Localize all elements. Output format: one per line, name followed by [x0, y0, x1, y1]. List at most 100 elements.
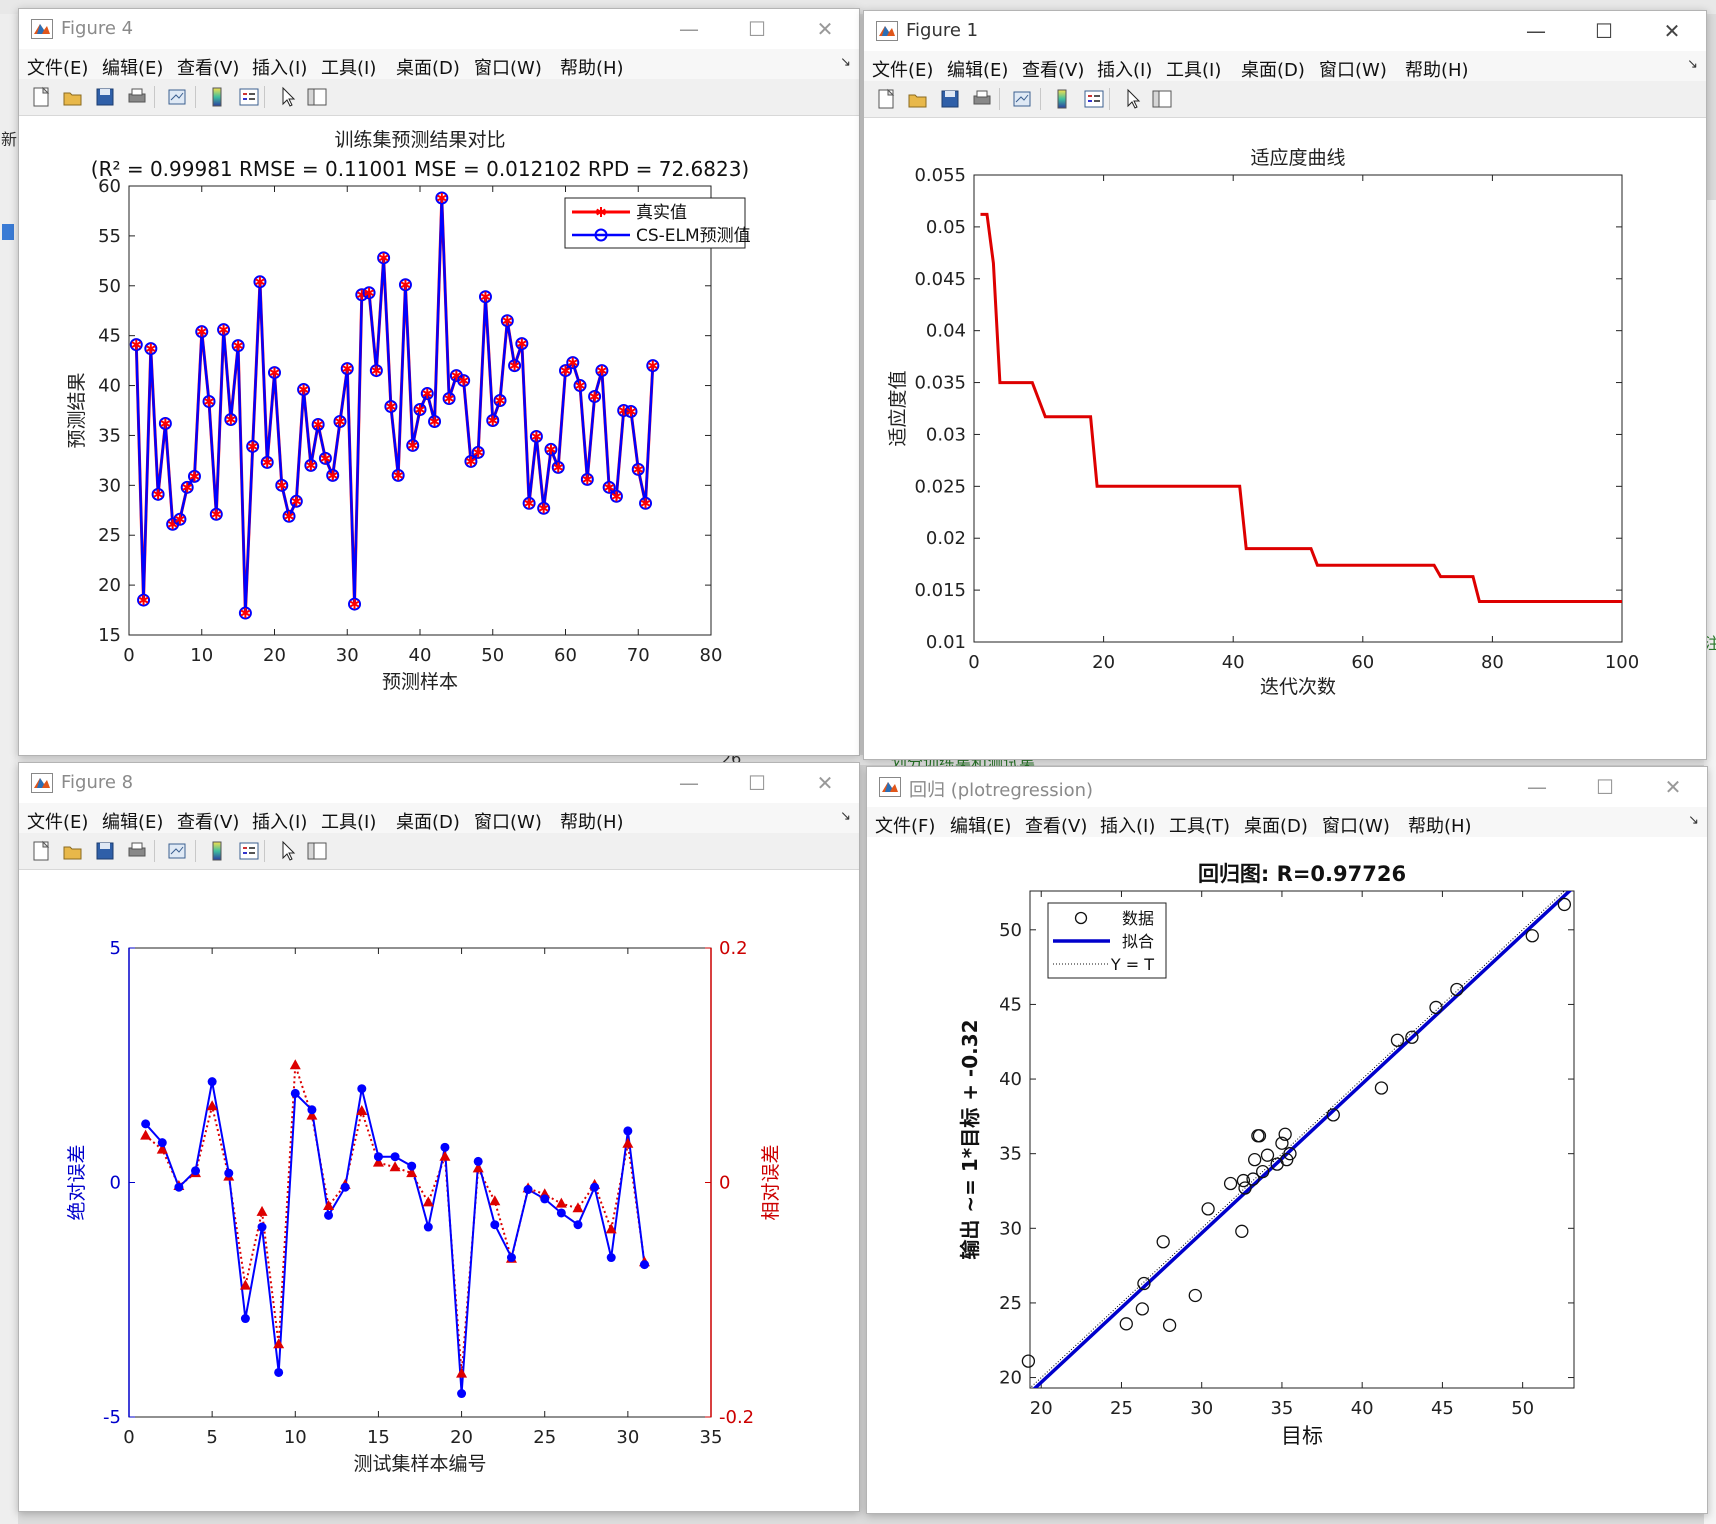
absolute-error-point	[623, 1126, 633, 1136]
close-button[interactable]: ✕	[816, 771, 834, 795]
menu-edit[interactable]: 编辑(E)	[950, 816, 1012, 837]
open-file-icon[interactable]	[61, 85, 85, 109]
menu-insert[interactable]: 插入(I)	[1097, 60, 1153, 81]
star-marker	[204, 396, 214, 407]
legend-icon[interactable]	[237, 839, 261, 863]
star-marker	[378, 252, 389, 263]
star-marker	[291, 496, 302, 507]
colorbar-icon[interactable]	[1050, 87, 1074, 111]
new-figure-icon[interactable]	[874, 87, 898, 111]
menu-edit[interactable]: 编辑(E)	[102, 58, 164, 79]
predicted-point	[289, 494, 303, 508]
property-inspector-icon[interactable]	[305, 839, 329, 863]
menu-insert[interactable]: 插入(I)	[252, 58, 308, 79]
x-tick-label: 60	[554, 645, 577, 666]
pointer-icon[interactable]	[275, 85, 299, 109]
colorbar-icon[interactable]	[205, 85, 229, 109]
link-plot-icon[interactable]	[1010, 87, 1034, 111]
menu-file[interactable]: 文件(F)	[875, 816, 936, 837]
minimize-button[interactable]: —	[1526, 19, 1546, 43]
link-plot-icon[interactable]	[165, 839, 189, 863]
menu-insert[interactable]: 插入(I)	[1100, 816, 1156, 837]
menu-file[interactable]: 文件(E)	[872, 60, 934, 81]
dock-arrow-icon[interactable]: ↘	[840, 55, 851, 70]
menu-tools[interactable]: 工具(I)	[321, 812, 377, 833]
minimize-button[interactable]: —	[679, 771, 699, 795]
open-file-icon[interactable]	[61, 839, 85, 863]
dock-arrow-icon[interactable]: ↘	[840, 809, 851, 824]
maximize-button[interactable]: ☐	[748, 771, 766, 795]
menubar: 文件(E) 编辑(E) 查看(V) 插入(I) 工具(I) 桌面(D) 窗口(W) 帮助(H)…	[19, 803, 859, 833]
link-plot-icon[interactable]	[165, 85, 189, 109]
menu-file[interactable]: 文件(E)	[27, 58, 89, 79]
data-point	[1188, 1288, 1202, 1303]
close-button[interactable]: ✕	[1663, 19, 1681, 43]
menu-edit[interactable]: 编辑(E)	[102, 812, 164, 833]
property-inspector-icon[interactable]	[1150, 87, 1174, 111]
menu-insert[interactable]: 插入(I)	[252, 812, 308, 833]
new-figure-icon[interactable]	[29, 85, 53, 109]
maximize-button[interactable]: ☐	[1595, 19, 1613, 43]
property-inspector-icon[interactable]	[305, 85, 329, 109]
menu-desktop[interactable]: 桌面(D)	[396, 812, 460, 833]
y-tick-label: 55	[98, 226, 121, 247]
legend-icon[interactable]	[237, 85, 261, 109]
menu-view[interactable]: 查看(V)	[1025, 816, 1088, 837]
star-marker	[393, 470, 403, 481]
menu-window[interactable]: 窗口(W)	[474, 58, 542, 79]
maximize-button[interactable]: ☐	[1596, 775, 1614, 799]
menu-view[interactable]: 查看(V)	[177, 58, 240, 79]
toolbar	[19, 833, 859, 870]
menu-desktop[interactable]: 桌面(D)	[1244, 816, 1308, 837]
menu-tools[interactable]: 工具(I)	[1166, 60, 1222, 81]
menu-edit[interactable]: 编辑(E)	[947, 60, 1009, 81]
print-icon[interactable]	[125, 839, 149, 863]
menu-help[interactable]: 帮助(H)	[560, 58, 624, 79]
print-icon[interactable]	[125, 85, 149, 109]
open-file-icon[interactable]	[906, 87, 930, 111]
star-marker	[306, 460, 316, 471]
save-icon[interactable]	[93, 85, 117, 109]
toolbar	[864, 81, 1706, 118]
save-icon[interactable]	[938, 87, 962, 111]
dock-arrow-icon[interactable]: ↘	[1688, 813, 1699, 828]
menu-tools[interactable]: 工具(T)	[1169, 816, 1231, 837]
menu-help[interactable]: 帮助(H)	[560, 812, 624, 833]
menu-window[interactable]: 窗口(W)	[1319, 60, 1387, 81]
menu-view[interactable]: 查看(V)	[177, 812, 240, 833]
toolbar-separator	[1040, 88, 1041, 110]
legend-icon[interactable]	[1082, 87, 1106, 111]
menu-help[interactable]: 帮助(H)	[1405, 60, 1469, 81]
legend-label: CS-ELM预测值	[636, 226, 751, 246]
menu-tools[interactable]: 工具(I)	[321, 58, 377, 79]
save-icon[interactable]	[93, 839, 117, 863]
menu-desktop[interactable]: 桌面(D)	[1241, 60, 1305, 81]
new-figure-icon[interactable]	[29, 839, 53, 863]
menu-window[interactable]: 窗口(W)	[474, 812, 542, 833]
print-icon[interactable]	[970, 87, 994, 111]
minimize-button[interactable]: —	[679, 17, 699, 41]
menu-help[interactable]: 帮助(H)	[1408, 816, 1472, 837]
predicted-point	[413, 403, 427, 417]
dock-arrow-icon[interactable]: ↘	[1687, 57, 1698, 72]
close-button[interactable]: ✕	[1664, 775, 1682, 799]
pointer-icon[interactable]	[1120, 87, 1144, 111]
menu-view[interactable]: 查看(V)	[1022, 60, 1085, 81]
close-button[interactable]: ✕	[816, 17, 834, 41]
pointer-icon[interactable]	[275, 839, 299, 863]
menu-desktop[interactable]: 桌面(D)	[396, 58, 460, 79]
figure-canvas: 20 25 30 35 40 45 50 20 25 30 35 40 45 50 回归图: R=0.977…	[867, 839, 1707, 1513]
menu-file[interactable]: 文件(E)	[27, 812, 89, 833]
maximize-button[interactable]: ☐	[748, 17, 766, 41]
minimize-button[interactable]: —	[1527, 775, 1547, 799]
star-marker	[400, 279, 411, 290]
relative-error-point	[406, 1167, 418, 1178]
star-marker	[604, 482, 614, 493]
relative-error-point	[372, 1156, 384, 1167]
chart-fitness-curve: 0 20 40 60 80 100 0.01 0.015 0.02 0.025 0.03 0.035 0…	[887, 147, 1639, 698]
figure-canvas: 0 10 20 30 40 50 60 70 80 15 20 25 30 35 40 45 50 55 60 训练集…	[19, 116, 859, 755]
menu-window[interactable]: 窗口(W)	[1322, 816, 1390, 837]
colorbar-icon[interactable]	[205, 839, 229, 863]
star-marker	[647, 360, 658, 371]
predicted-point	[231, 339, 245, 353]
